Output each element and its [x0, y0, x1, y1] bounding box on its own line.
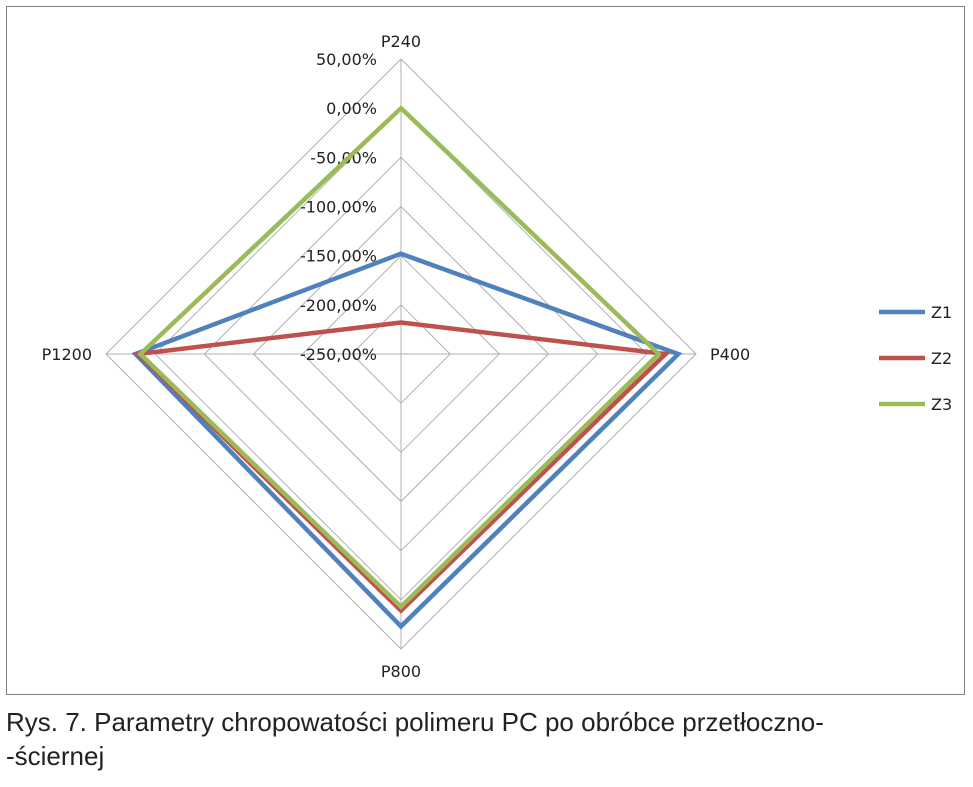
- legend-label-z1: Z1: [931, 303, 952, 322]
- legend: Z1 Z2 Z3: [879, 303, 952, 414]
- data-series: [131, 105, 683, 630]
- tick-label: 0,00%: [326, 99, 377, 118]
- axis-label-p240: P240: [381, 32, 421, 51]
- series-line-z3: [137, 105, 662, 610]
- series-line-z2: [133, 320, 671, 614]
- chart-frame: 50,00% 0,00% -50,00% -100,00% -150,00% -200,0…: [6, 6, 965, 695]
- radar-grid: [105, 58, 697, 650]
- radar-chart: 50,00% 0,00% -50,00% -100,00% -150,00% -200,0…: [42, 32, 953, 681]
- tick-label: -200,00%: [300, 296, 377, 315]
- caption-line-1: Rys. 7. Parametry chropowatości polimeru…: [6, 707, 824, 737]
- axis-label-p800: P800: [381, 662, 421, 681]
- tick-label: -50,00%: [310, 148, 377, 167]
- axis-label-p1200: P1200: [42, 345, 92, 364]
- figure-caption: Rys. 7. Parametry chropowatości polimeru…: [6, 705, 964, 773]
- tick-label: -150,00%: [300, 247, 377, 266]
- legend-label-z2: Z2: [931, 349, 952, 368]
- axis-labels: P240 P400 P800 P1200: [42, 32, 751, 681]
- tick-label: -100,00%: [300, 198, 377, 217]
- tick-label: 50,00%: [316, 50, 377, 69]
- legend-label-z3: Z3: [931, 395, 952, 414]
- series-line-z1: [131, 251, 683, 630]
- radial-tick-labels: 50,00% 0,00% -50,00% -100,00% -150,00% -200,0…: [300, 50, 377, 364]
- caption-line-2: -ściernej: [6, 741, 105, 771]
- tick-label: -250,00%: [300, 345, 377, 364]
- axis-label-p400: P400: [710, 345, 750, 364]
